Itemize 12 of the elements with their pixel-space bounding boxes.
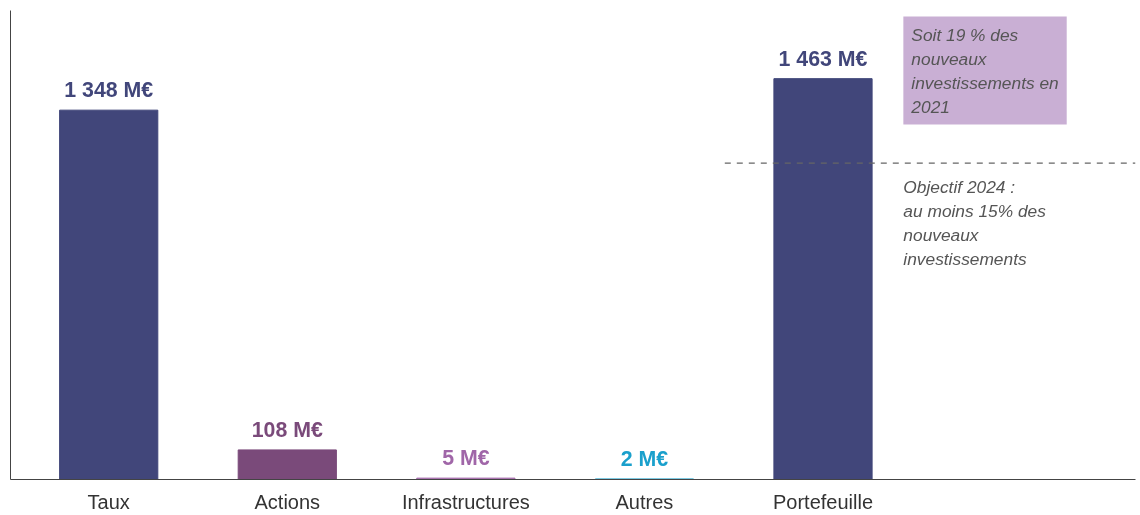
data-label: 5 M€ bbox=[442, 446, 490, 471]
ref-line-label: Objectif 2024 : au moins 15% des nouveaux investissements bbox=[903, 177, 1047, 270]
x-tick-label: Infrastructures bbox=[401, 490, 530, 513]
x-tick-label: Autres bbox=[615, 490, 674, 513]
x-tick-label: Taux bbox=[87, 490, 130, 513]
data-label: 1 463 M€ bbox=[778, 46, 868, 71]
data-label: 2 M€ bbox=[620, 446, 669, 471]
x-tick-label: Actions bbox=[254, 490, 321, 513]
data-label: 108 M€ bbox=[251, 417, 323, 442]
data-label: 1 348 M€ bbox=[64, 78, 154, 103]
annotation: Soit 19 % des nouveaux investissements en 2021 bbox=[910, 24, 1059, 117]
x-tick-label: Portefeuille bbox=[772, 490, 874, 513]
